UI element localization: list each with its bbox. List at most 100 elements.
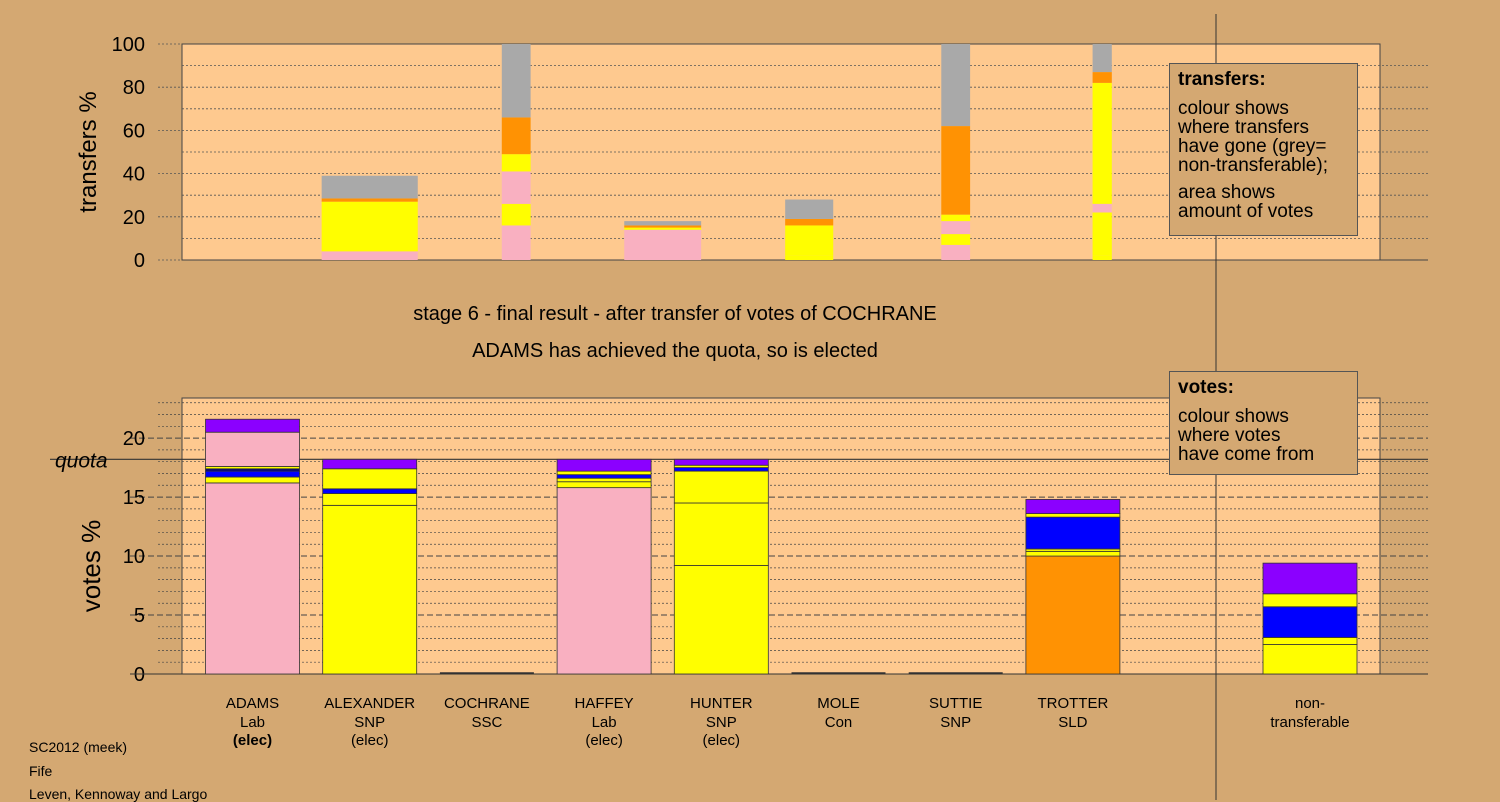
votes-tick-label: 5 (134, 605, 145, 627)
transfer-segment (1092, 212, 1112, 256)
transfer-segment (1092, 255, 1112, 260)
transfers-legend: transfers: colour shows where transfers … (1169, 63, 1358, 236)
transfer-segment (1092, 203, 1112, 213)
candidate-name: HUNTER (690, 695, 753, 712)
candidate-party: SSC (471, 714, 502, 731)
footer-method: SC2012 (meek) (29, 739, 128, 755)
vote-segment (673, 565, 769, 675)
vote-segment (322, 488, 418, 494)
candidate-name: SUTTIE (929, 695, 982, 712)
vote-segment (1025, 516, 1121, 550)
transfer-segment (321, 251, 418, 260)
footer-council: Fife (29, 763, 53, 779)
vote-segment (556, 458, 652, 472)
elected-heading: ADAMS has achieved the quota, so is elec… (472, 340, 878, 362)
vote-segment (205, 482, 300, 675)
candidate-status: (elec) (351, 732, 389, 749)
candidate-name: ALEXANDER (324, 695, 415, 712)
votes-tick-label: 15 (123, 487, 145, 509)
transfer-segment (941, 221, 971, 235)
votes-y-axis-label: votes % (76, 520, 106, 613)
transfer-segment (321, 201, 418, 252)
candidate-status: (elec) (703, 732, 741, 749)
transfer-segment (624, 225, 702, 228)
transfers-tick-label: 40 (123, 164, 145, 186)
transfers-tick-label: 100 (112, 34, 145, 56)
transfers-tick-label: 0 (134, 250, 145, 272)
transfer-segment (1092, 44, 1112, 73)
legend-line: colour shows (1178, 98, 1289, 119)
candidate-party: Lab (592, 714, 617, 731)
vote-segment (556, 470, 652, 476)
transfer-segment (1092, 82, 1112, 204)
vote-segment (205, 418, 300, 433)
transfer-segment (321, 198, 418, 202)
legend-line: non-transferable); (1178, 155, 1328, 176)
transfer-segment (941, 244, 971, 260)
votes-tick-label: 10 (123, 546, 145, 568)
vote-segment (1262, 593, 1358, 608)
transfers-y-axis-label: transfers % (75, 91, 102, 212)
legend-line: amount of votes (1178, 201, 1314, 222)
vote-segment (1025, 513, 1121, 518)
vote-segment (1262, 644, 1358, 675)
stage-heading: stage 6 - final result - after transfer … (413, 303, 937, 325)
transfer-segment (501, 154, 531, 172)
candidate-party: SNP (940, 714, 971, 731)
legend-line: colour shows (1178, 406, 1289, 427)
transfers-legend-text-b: area shows amount of votes (1178, 183, 1349, 221)
candidate-party: SLD (1058, 714, 1087, 731)
vote-segment (673, 467, 769, 472)
transfer-segment (501, 225, 531, 260)
vote-segment (322, 504, 418, 675)
candidate-name: ADAMS (226, 695, 279, 712)
candidate-name: COCHRANE (444, 695, 530, 712)
vote-segment (1262, 606, 1358, 638)
vote-segment (322, 493, 418, 506)
votes-tick-label: 0 (134, 664, 145, 686)
transfer-segment (785, 218, 834, 226)
candidate-party: Lab (240, 714, 265, 731)
legend-line: have gone (grey= (1178, 136, 1327, 157)
transfer-segment (941, 214, 971, 222)
transfer-segment (1092, 72, 1112, 83)
vote-segment (1025, 555, 1121, 675)
legend-line: where votes (1178, 425, 1281, 446)
transfers-legend-title: transfers: (1178, 69, 1266, 90)
candidate-status: (elec) (233, 732, 272, 749)
vote-segment (322, 468, 418, 490)
candidate-party: Con (825, 714, 853, 731)
transfers-legend-text-a: colour shows where transfers have gone (… (1178, 99, 1349, 175)
transfer-segment (321, 175, 418, 199)
candidate-party: SNP (354, 714, 385, 731)
transfer-segment (624, 221, 702, 226)
vote-segment (322, 458, 418, 470)
transfers-tick-label: 20 (123, 207, 145, 229)
vote-segment (205, 470, 300, 478)
transfer-segment (501, 203, 531, 226)
vote-segment (673, 470, 769, 504)
candidate-status: (elec) (585, 732, 623, 749)
quota-label: quota (55, 449, 108, 472)
transfer-segment (501, 44, 531, 118)
footer-ward: Leven, Kennoway and Largo (29, 786, 208, 802)
candidate-name: non- (1295, 695, 1325, 712)
transfer-segment (941, 126, 971, 215)
vote-segment (205, 476, 300, 484)
transfer-segment (624, 227, 702, 230)
legend-line: where transfers (1178, 117, 1309, 138)
vote-segment (556, 487, 652, 675)
candidate-party: SNP (706, 714, 737, 731)
transfer-segment (501, 117, 531, 155)
legend-line: area shows (1178, 182, 1276, 203)
transfer-segment (624, 229, 702, 260)
vote-segment (673, 458, 769, 466)
vote-segment (556, 474, 652, 479)
candidate-name: HAFFEY (575, 695, 634, 712)
candidate-name: MOLE (817, 695, 860, 712)
transfer-segment (501, 171, 531, 204)
vote-segment (1025, 550, 1121, 557)
legend-line: have come from (1178, 444, 1315, 465)
vote-segment (205, 431, 300, 467)
vote-segment (673, 502, 769, 566)
